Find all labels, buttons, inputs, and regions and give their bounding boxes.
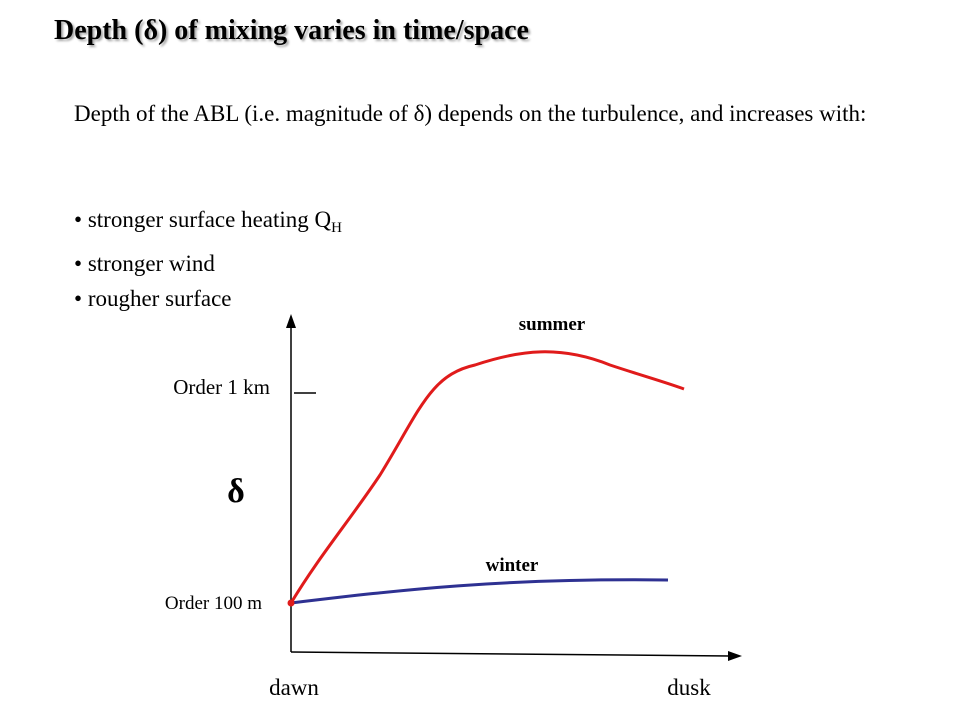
bullet-wind-text: stronger wind bbox=[87, 251, 215, 276]
bullet-surface-heating-subscript: H bbox=[331, 220, 342, 236]
x-axis bbox=[290, 651, 731, 657]
bullet-wind: • stronger wind bbox=[74, 251, 215, 276]
slide-title: Depth (δ) of mixing varies in time/space bbox=[54, 15, 529, 46]
y-tick-high-label: Order 1 km bbox=[173, 375, 270, 399]
origin-point bbox=[287, 599, 295, 607]
x-end-label: dusk bbox=[667, 675, 711, 700]
bullet-list: • stronger surface heating QH • stronger… bbox=[74, 202, 342, 316]
bullet-roughness-text: rougher surface bbox=[87, 286, 232, 311]
bullet-surface-heating-text: stronger surface heating Q bbox=[87, 207, 332, 232]
winter-label: winter bbox=[486, 555, 539, 576]
summer-curve bbox=[289, 350, 685, 604]
summer-label: summer bbox=[519, 314, 586, 335]
y-axis-symbol: δ bbox=[227, 473, 245, 510]
x-start-label: dawn bbox=[269, 675, 319, 700]
x-axis-arrow-icon bbox=[728, 651, 742, 661]
winter-curve bbox=[290, 578, 669, 605]
bullet-surface-heating: • stronger surface heating QH bbox=[74, 207, 342, 236]
intro-text: Depth of the ABL (i.e. magnitude of δ) d… bbox=[74, 101, 867, 126]
y-axis-arrow-icon bbox=[286, 314, 296, 328]
y-tick-low-label: Order 100 m bbox=[165, 593, 262, 614]
bullet-roughness: • rougher surface bbox=[74, 286, 232, 311]
